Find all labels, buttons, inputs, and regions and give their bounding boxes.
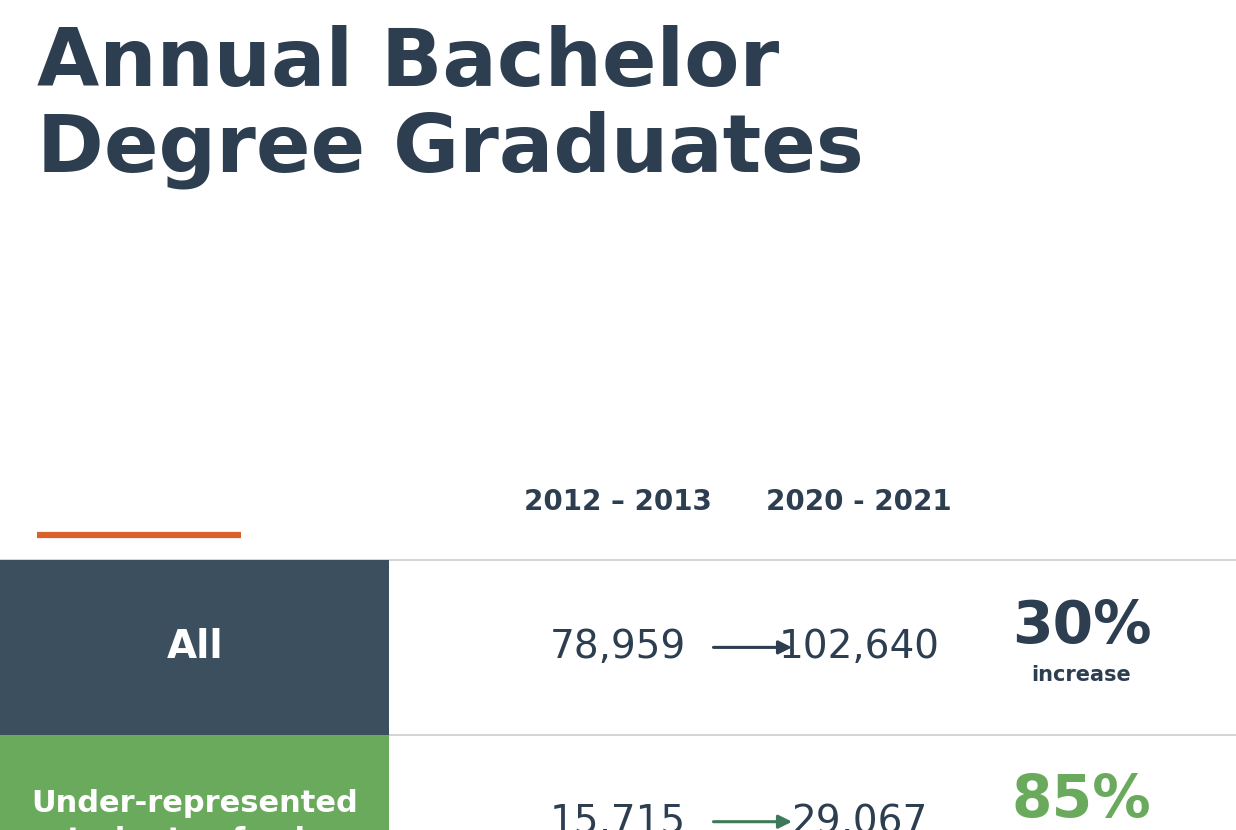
Bar (0, 560, 389, 735)
Text: 15,715: 15,715 (550, 803, 686, 830)
Text: 29,067: 29,067 (791, 803, 927, 830)
Text: Under-represented
students of color: Under-represented students of color (31, 788, 358, 830)
Bar (0, 735, 389, 830)
Text: increase: increase (1032, 665, 1131, 685)
Text: 102,640: 102,640 (779, 628, 939, 666)
Text: 30%: 30% (1012, 598, 1151, 655)
Text: 85%: 85% (1011, 773, 1152, 829)
Text: Annual Bachelor
Degree Graduates: Annual Bachelor Degree Graduates (37, 25, 864, 188)
Text: 2012 – 2013: 2012 – 2013 (524, 488, 712, 516)
Text: All: All (167, 628, 222, 666)
Text: 2020 - 2021: 2020 - 2021 (766, 488, 952, 516)
Text: 78,959: 78,959 (550, 628, 686, 666)
